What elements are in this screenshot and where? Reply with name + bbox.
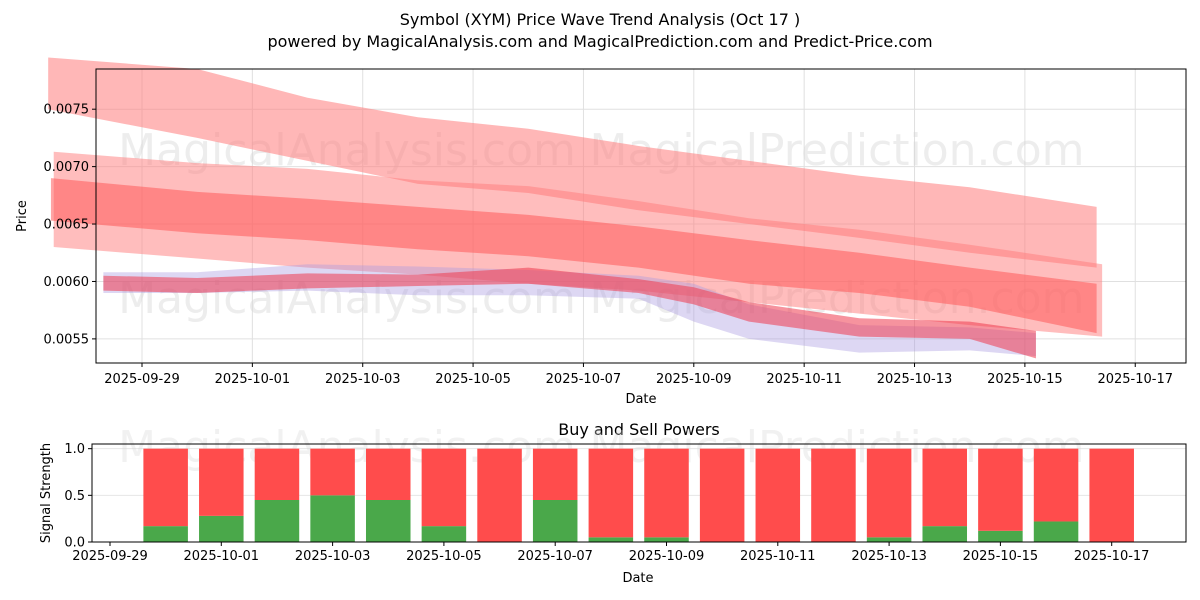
- signal-x-tick-label: 2025-10-01: [184, 549, 260, 564]
- price-x-tick-label: 2025-10-17: [1097, 372, 1173, 387]
- upper-wave-band: [48, 57, 1097, 268]
- price-trend-band-red: [103, 267, 1036, 359]
- buy-bar: [588, 537, 634, 542]
- sell-bar: [1033, 448, 1079, 522]
- signal-chart-title: Buy and Sell Powers: [558, 420, 720, 439]
- buy-bar: [421, 526, 467, 542]
- price-x-tick-label: 2025-10-15: [987, 372, 1063, 387]
- signal-bars: [143, 448, 1134, 542]
- price-x-tick-label: 2025-10-03: [325, 372, 401, 387]
- sell-bar: [310, 448, 355, 496]
- signal-y-tick-label: 1.0: [64, 442, 85, 457]
- price-x-tick-label: 2025-10-05: [435, 372, 511, 387]
- price-x-tick-label: 2025-10-11: [766, 372, 842, 387]
- sell-bar: [421, 448, 467, 527]
- price-y-tick-label: 0.0075: [44, 103, 90, 118]
- price-y-tick-label: 0.0055: [44, 332, 90, 347]
- sell-bar: [644, 448, 689, 538]
- sell-bar: [866, 448, 912, 538]
- buy-bar: [143, 526, 188, 542]
- signal-x-tick-label: 2025-10-05: [406, 549, 482, 564]
- buy-bar: [644, 537, 689, 542]
- signal-x-ticks: 2025-09-29 2025-10-01 2025-10-03 2025-10-05…: [72, 542, 1149, 564]
- buy-bar: [310, 495, 355, 542]
- price-y-tick-label: 0.0070: [44, 160, 90, 175]
- price-x-label: Date: [625, 392, 656, 407]
- chart-title: Symbol (XYM) Price Wave Trend Analysis (…: [399, 10, 801, 29]
- signal-y-tick-label: 0.0: [64, 536, 85, 551]
- signal-x-tick-label: 2025-10-03: [295, 549, 371, 564]
- sell-bar: [755, 448, 801, 542]
- chart-subtitle: powered by MagicalAnalysis.com and Magic…: [267, 32, 933, 51]
- signal-x-tick-label: 2025-10-17: [1074, 549, 1150, 564]
- buy-bar: [532, 500, 578, 542]
- signal-x-tick-label: 2025-10-15: [963, 549, 1039, 564]
- signal-x-tick-label: 2025-10-07: [517, 549, 593, 564]
- sell-bar: [811, 448, 856, 542]
- signal-x-tick-label: 2025-10-11: [740, 549, 816, 564]
- sell-bar: [143, 448, 188, 527]
- sell-bar: [978, 448, 1023, 531]
- signal-x-tick-label: 2025-09-29: [72, 549, 148, 564]
- signal-axes-frame: [91, 443, 1187, 543]
- signal-y-tick-label: 0.5: [64, 489, 85, 504]
- sell-bar: [477, 448, 522, 542]
- price-y-tick-label: 0.0060: [44, 275, 90, 290]
- buy-bar: [199, 515, 244, 542]
- price-y-label: Price: [15, 200, 30, 232]
- price-x-tick-label: 2025-10-07: [546, 372, 622, 387]
- sell-bar: [699, 448, 745, 542]
- sell-bar: [588, 448, 634, 538]
- price-x-tick-label: 2025-10-01: [215, 372, 291, 387]
- price-x-ticks: 2025-09-29 2025-10-01 2025-10-03 2025-10-05…: [104, 363, 1173, 387]
- sell-bar: [254, 448, 300, 500]
- sell-bar: [922, 448, 968, 527]
- price-x-tick-label: 2025-10-09: [656, 372, 732, 387]
- buy-bar: [365, 500, 411, 542]
- price-bands: [48, 57, 1103, 359]
- buy-bar: [254, 500, 300, 542]
- sell-bar: [199, 448, 244, 516]
- signal-x-label: Date: [622, 571, 653, 586]
- price-y-ticks: 0.0055 0.0060 0.0065 0.0070 0.0075: [44, 103, 96, 347]
- price-y-tick-label: 0.0065: [44, 218, 90, 233]
- sell-bar: [1089, 448, 1134, 542]
- buy-bar: [1033, 521, 1079, 542]
- buy-bar: [866, 537, 912, 542]
- signal-y-label: Signal Strength: [39, 443, 54, 543]
- buy-bar: [978, 530, 1023, 542]
- signal-y-ticks: 0.0 0.5 1.0: [64, 442, 92, 551]
- price-x-tick-label: 2025-10-13: [877, 372, 953, 387]
- sell-bar: [365, 448, 411, 500]
- price-x-tick-label: 2025-09-29: [104, 372, 180, 387]
- signal-x-tick-label: 2025-10-09: [629, 549, 705, 564]
- sell-bar: [532, 448, 578, 500]
- buy-bar: [922, 526, 968, 542]
- inner-wave-band: [50, 178, 1097, 334]
- price-axes-frame: [95, 68, 1187, 364]
- signal-x-tick-label: 2025-10-13: [851, 549, 927, 564]
